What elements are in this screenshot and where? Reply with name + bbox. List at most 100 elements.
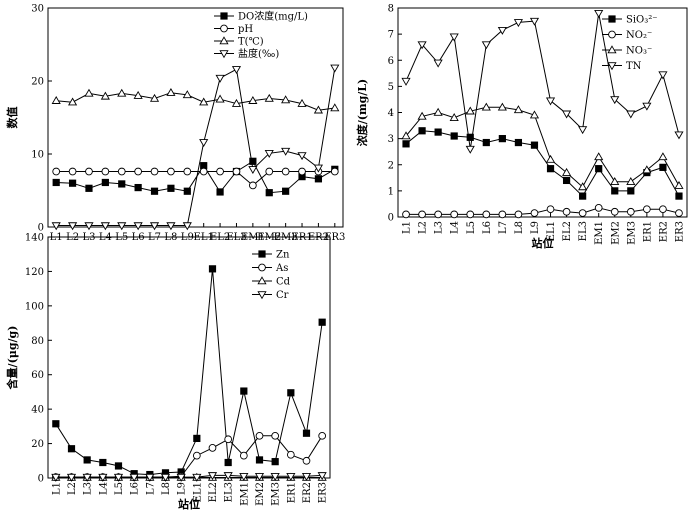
legend-label: pH: [238, 24, 253, 35]
data-point: [529, 110, 540, 119]
x-tick-label: L5: [466, 221, 477, 234]
series-1: [402, 127, 683, 200]
data-point: [145, 473, 155, 482]
x-tick-label: L3: [83, 482, 94, 495]
x-tick-label: ER2: [302, 482, 313, 503]
data-point: [282, 187, 290, 195]
data-point: [224, 435, 233, 444]
data-point: [578, 126, 588, 135]
data-point: [101, 167, 110, 176]
series-line: [56, 67, 336, 226]
data-point: [265, 189, 273, 197]
data-point: [545, 154, 556, 163]
data-point: [297, 152, 307, 161]
x-tick-label: L6: [482, 221, 493, 234]
x-tick-label: L7: [498, 221, 509, 234]
data-point: [530, 141, 539, 149]
data-point: [51, 222, 61, 231]
legend-marker: [257, 276, 267, 285]
data-point: [610, 96, 620, 105]
data-point: [193, 434, 201, 443]
data-point: [514, 210, 523, 219]
data-point: [314, 175, 323, 183]
y-tick-label: 140: [25, 233, 44, 244]
data-point: [133, 90, 143, 99]
data-point: [298, 167, 306, 176]
data-point: [231, 66, 242, 75]
y-tick-label: 5: [388, 82, 394, 93]
data-point: [113, 473, 124, 482]
data-point: [417, 41, 427, 50]
x-tick-label: ER1: [286, 482, 297, 503]
x-tick-label: ER2: [658, 221, 669, 242]
series-line: [406, 207, 680, 215]
data-point: [264, 150, 274, 158]
x-tick-label: EM2: [610, 221, 621, 245]
data-point: [117, 222, 127, 231]
y-tick-label: 100: [25, 301, 44, 312]
data-point: [100, 222, 110, 231]
data-point: [281, 147, 291, 156]
data-point: [562, 176, 571, 185]
x-tick-label: L7: [145, 482, 156, 495]
data-point: [150, 167, 159, 176]
data-point: [68, 97, 78, 106]
data-point: [199, 139, 209, 148]
data-point: [562, 207, 571, 216]
data-point: [302, 456, 311, 465]
data-point: [626, 110, 636, 119]
data-point: [497, 26, 507, 35]
data-point: [546, 205, 555, 214]
data-point: [627, 187, 635, 195]
data-point: [482, 210, 491, 219]
data-point: [330, 64, 340, 73]
data-point: [166, 222, 176, 231]
y-tick-label: 20: [31, 439, 44, 450]
data-point: [98, 473, 108, 482]
chart-panel-2: 0 1 2 3 4 5 6 7 8 L1 L2 L3 L4 L5 L6 L7 L8 L9 EL1 EL2 EL3 EM1 E…: [355, 4, 688, 250]
data-point: [318, 431, 327, 440]
series-4: [401, 9, 684, 154]
data-point: [249, 181, 257, 190]
y-tick-label: 2: [388, 160, 394, 171]
x-tick-label: L9: [177, 482, 188, 495]
y-axis-label: 含量/(μg/g): [5, 326, 19, 391]
data-point: [594, 204, 603, 212]
data-point: [658, 71, 668, 80]
legend-marker: [608, 30, 616, 39]
data-point: [68, 222, 78, 231]
data-point: [595, 165, 603, 173]
data-point: [579, 192, 587, 200]
data-point: [450, 210, 459, 219]
data-point: [85, 184, 93, 192]
data-point: [208, 265, 217, 273]
x-axis-label: 站位: [532, 236, 554, 250]
data-point: [481, 41, 491, 50]
y-tick-label: 60: [31, 370, 44, 381]
y-tick-label: 0: [38, 223, 44, 234]
data-point: [100, 91, 110, 100]
x-tick-label: ER3: [318, 482, 329, 503]
x-tick-label: L4: [98, 482, 109, 495]
data-point: [402, 140, 410, 148]
data-point: [465, 106, 475, 115]
series-1: [52, 157, 339, 197]
legend-label: T(℃): [238, 37, 264, 48]
data-point: [248, 166, 258, 175]
legend-marker: [258, 263, 266, 272]
data-point: [659, 163, 667, 171]
data-point: [286, 473, 296, 481]
data-point: [674, 180, 684, 189]
data-point: [401, 131, 411, 140]
data-point: [418, 210, 426, 219]
data-point: [182, 222, 192, 231]
data-point: [674, 131, 684, 140]
data-point: [149, 93, 160, 102]
data-point: [594, 9, 604, 18]
data-point: [67, 445, 76, 453]
data-point: [659, 205, 667, 214]
data-point: [66, 473, 77, 482]
y-tick-label: 40: [31, 405, 44, 416]
data-point: [626, 177, 636, 185]
